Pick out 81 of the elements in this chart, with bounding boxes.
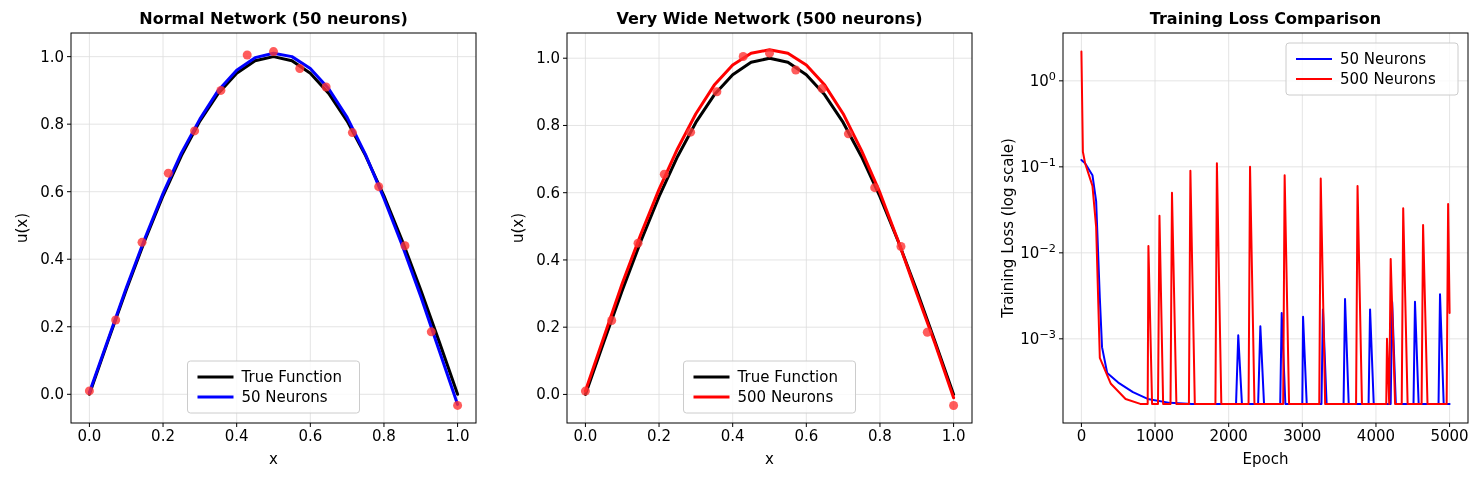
line-series [1080,50,1451,405]
point [111,315,121,325]
x-tick-label: 0.6 [298,427,323,445]
point [374,182,384,192]
point [896,241,906,251]
y-tick-label: 0.8 [536,116,560,135]
point [738,52,748,62]
y-tick-label: 10$^{−1}$ [1020,155,1056,176]
legend-label: 50 Neurons [241,388,328,406]
y-tick-label: 0.8 [40,115,64,134]
point [922,327,932,337]
x-tick-label: 0.4 [224,427,249,445]
x-tick-label: 5000 [1430,427,1469,445]
x-tick-label: 0.2 [151,427,175,445]
legend-label: 50 Neurons [1340,50,1427,68]
point [137,237,147,247]
y-tick-label: 0.4 [536,250,560,269]
point [426,327,436,337]
point [163,168,173,178]
y-tick-label: 0.4 [40,250,64,269]
y-tick-label: 0.0 [40,385,64,404]
y-tick-label: 0.6 [536,183,560,202]
x-tick-label: 3000 [1283,427,1322,445]
x-tick-label: 0 [1076,427,1087,445]
chart-title: Very Wide Network (500 neurons) [616,9,923,28]
point [347,128,357,138]
point [84,386,94,396]
x-tick-label: 1000 [1135,427,1175,445]
point [453,400,463,410]
point [400,241,410,251]
point [659,169,669,179]
point [242,50,252,60]
x-tick-label: 0.8 [868,427,892,445]
y-tick-label: 10$^{−2}$ [1020,241,1056,262]
y-axis-title: Training Loss (log scale) [999,138,1017,319]
x-tick-label: 2000 [1209,427,1248,445]
legend-label: True Function [240,368,342,386]
x-tick-label: 0.4 [720,427,745,445]
x-tick-label: 0.0 [77,427,102,445]
point [190,126,200,136]
point [633,238,643,248]
point [870,183,880,193]
y-tick-label: 0.2 [536,318,560,337]
x-tick-label: 0.0 [573,427,598,445]
point [321,82,331,92]
point [580,386,590,396]
point [843,129,853,139]
y-axis-title: u(x) [13,212,31,244]
point [791,65,801,75]
y-tick-label: 10$^{−3}$ [1020,327,1056,348]
point [712,87,722,97]
chart-title: Training Loss Comparison [1149,9,1382,28]
chart-title: Normal Network (50 neurons) [139,9,408,28]
point [295,63,305,73]
legend-label: 500 Neurons [737,388,834,406]
legend-label: 500 Neurons [1340,70,1436,88]
y-tick-label: 0.6 [40,182,64,201]
y-tick-label: 0.2 [40,317,64,336]
x-tick-label: 1.0 [445,427,470,445]
point [216,85,226,95]
point [949,401,959,411]
x-tick-label: 0.8 [372,427,396,445]
line-series [1080,159,1451,405]
y-tick-label: 10$^{0}$ [1029,69,1056,90]
x-tick-label: 4000 [1356,427,1396,445]
y-tick-label: 0.0 [536,385,560,404]
x-tick-label: 0.2 [647,427,671,445]
y-tick-label: 1.0 [40,47,64,66]
y-tick-label: 1.0 [536,49,560,68]
legend-label: True Function [736,368,838,386]
x-tick-label: 0.6 [794,427,819,445]
point [817,83,827,93]
point [607,315,617,325]
x-tick-label: 1.0 [941,427,966,445]
point [686,127,696,137]
x-axis-title: Epoch [1242,450,1289,468]
x-axis-title: x [269,450,279,468]
x-axis-title: x [765,450,775,468]
y-axis-title: u(x) [509,212,527,244]
point [269,47,278,57]
point [765,48,774,58]
